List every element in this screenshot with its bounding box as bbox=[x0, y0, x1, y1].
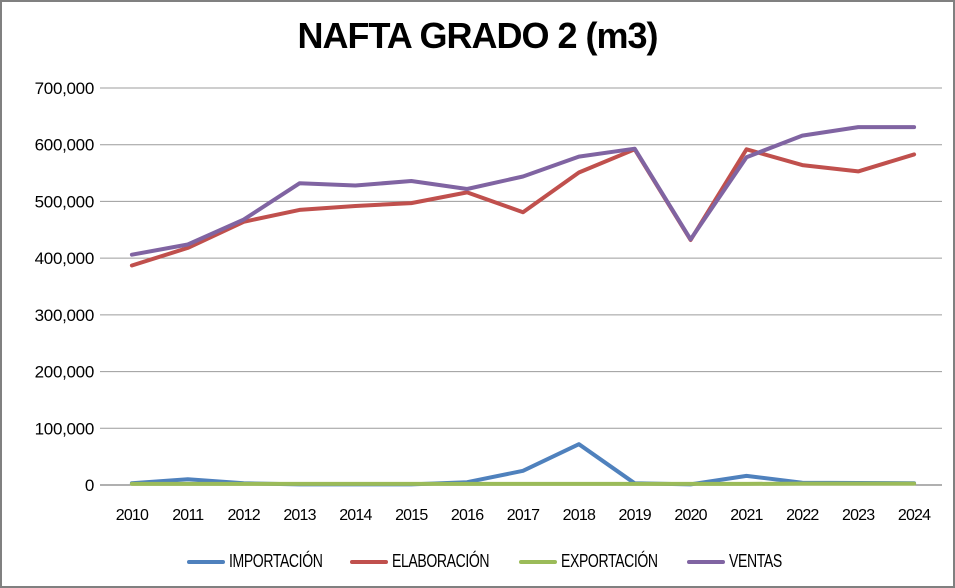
y-axis-tick-label: 600,000 bbox=[35, 136, 94, 155]
legend-label-elaboracion: ELABORACIÓN bbox=[392, 551, 490, 571]
chart-legend: IMPORTACIÓN ELABORACIÓN EXPORTACIÓN VENTAS bbox=[2, 551, 953, 572]
x-axis-tick-label: 2011 bbox=[172, 507, 204, 524]
legend-item-elaboracion: ELABORACIÓN bbox=[350, 551, 490, 572]
x-axis-tick-label: 2010 bbox=[116, 507, 149, 524]
legend-swatch-importacion bbox=[186, 559, 225, 564]
x-axis-tick-label: 2012 bbox=[227, 507, 260, 524]
chart-title: NAFTA GRADO 2 (m3) bbox=[297, 15, 659, 56]
y-axis-tick-label: 400,000 bbox=[35, 249, 94, 268]
x-axis-tick-label: 2023 bbox=[842, 507, 875, 524]
series-line-importacion bbox=[129, 442, 917, 487]
legend-label-ventas: VENTAS bbox=[728, 551, 782, 571]
series-line-ventas bbox=[129, 125, 917, 257]
x-axis-tick-label: 2015 bbox=[395, 507, 428, 524]
y-axis-tick-label: 200,000 bbox=[35, 363, 94, 382]
x-axis-tick-label: 2022 bbox=[786, 507, 819, 524]
y-axis-tick-label: 300,000 bbox=[35, 306, 94, 325]
series-line-elaboracion bbox=[129, 147, 917, 268]
legend-swatch-ventas bbox=[686, 559, 725, 564]
x-axis-tick-label: 2016 bbox=[451, 507, 484, 524]
x-axis-tick-label: 2024 bbox=[898, 507, 931, 524]
legend-item-ventas: VENTAS bbox=[686, 551, 782, 572]
legend-swatch-exportacion bbox=[518, 559, 557, 564]
y-axis-tick-label: 700,000 bbox=[35, 79, 94, 98]
legend-item-exportacion: EXPORTACIÓN bbox=[518, 551, 658, 572]
x-axis-tick-label: 2021 bbox=[730, 507, 763, 524]
x-axis-tick-label: 2017 bbox=[507, 507, 540, 524]
legend-item-importacion: IMPORTACIÓN bbox=[186, 551, 323, 572]
legend-label-exportacion: EXPORTACIÓN bbox=[560, 551, 658, 571]
x-axis-tick-label: 2018 bbox=[563, 507, 596, 524]
x-axis-tick-label: 2020 bbox=[674, 507, 707, 524]
legend-swatch-elaboracion bbox=[350, 559, 389, 564]
y-axis-tick-label: 100,000 bbox=[35, 419, 94, 438]
x-axis-tick-label: 2019 bbox=[619, 507, 652, 524]
legend-label-importacion: IMPORTACIÓN bbox=[228, 551, 323, 571]
y-axis-tick-label: 500,000 bbox=[35, 192, 94, 211]
x-axis-tick-label: 2014 bbox=[339, 507, 372, 524]
x-axis-tick-label: 2013 bbox=[283, 507, 316, 524]
y-axis-tick-label: 0 bbox=[85, 476, 94, 495]
